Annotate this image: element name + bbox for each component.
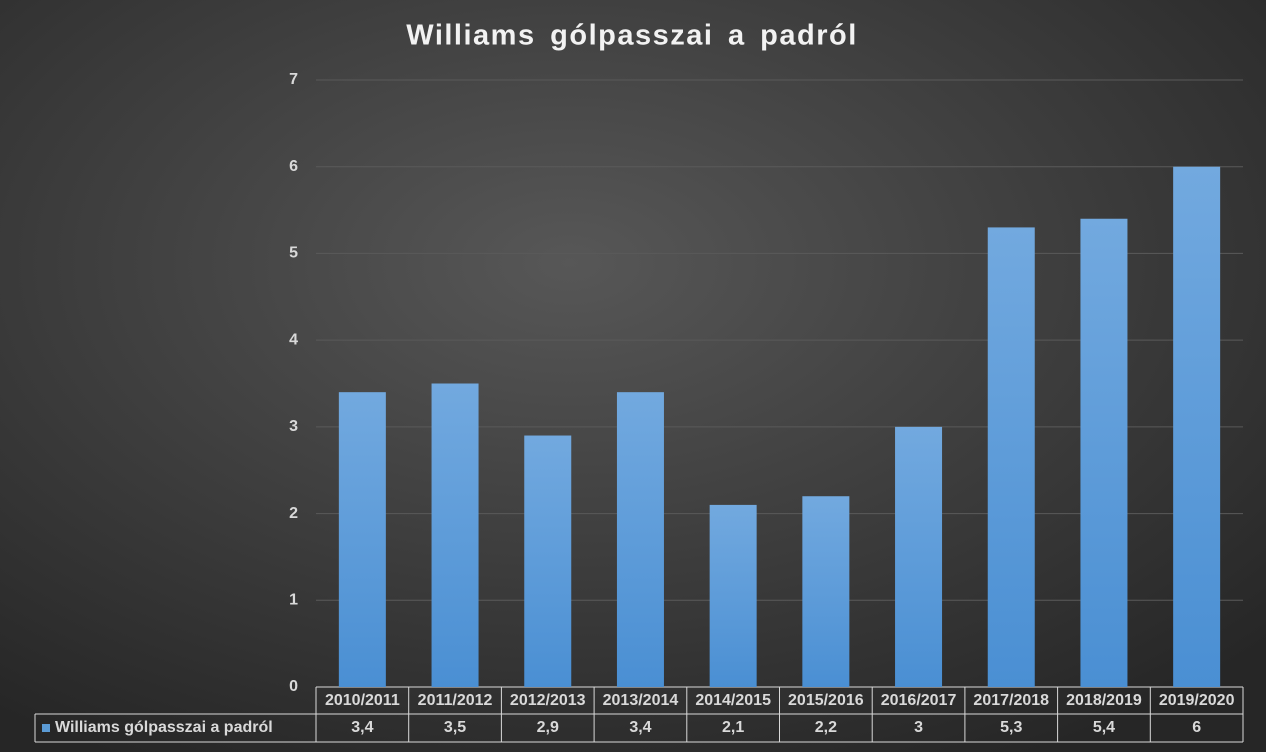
x-tick-label: 2014/2015 bbox=[695, 692, 771, 709]
y-tick-label: 2 bbox=[289, 505, 298, 522]
x-tick-label: 2015/2016 bbox=[788, 692, 864, 709]
y-tick-label: 7 bbox=[289, 71, 298, 88]
y-tick-label: 3 bbox=[289, 418, 298, 435]
y-tick-label: 4 bbox=[289, 331, 298, 348]
table-value: 3,4 bbox=[351, 719, 373, 736]
x-tick-label: 2011/2012 bbox=[418, 692, 493, 709]
y-tick-label: 6 bbox=[289, 158, 298, 175]
bar bbox=[616, 392, 664, 687]
bar bbox=[709, 504, 757, 687]
x-tick-label: 2013/2014 bbox=[603, 692, 679, 709]
bar bbox=[524, 435, 572, 687]
y-tick-label: 0 bbox=[289, 678, 298, 695]
y-tick-label: 5 bbox=[289, 245, 298, 262]
table-value: 5,3 bbox=[1000, 719, 1022, 736]
table-value: 3,5 bbox=[444, 719, 466, 736]
bar bbox=[1080, 218, 1128, 687]
legend-key bbox=[42, 724, 50, 732]
table-value: 3 bbox=[914, 719, 923, 736]
x-tick-label: 2016/2017 bbox=[881, 692, 957, 709]
bar bbox=[987, 227, 1035, 687]
bar bbox=[802, 496, 850, 687]
table-value: 2,2 bbox=[815, 719, 837, 736]
x-tick-label: 2018/2019 bbox=[1066, 692, 1142, 709]
bar bbox=[895, 426, 943, 687]
x-tick-label: 2019/2020 bbox=[1159, 692, 1235, 709]
chart-title: Williams gólpasszai a padról bbox=[406, 20, 858, 52]
bar bbox=[431, 383, 479, 687]
y-tick-label: 1 bbox=[289, 592, 298, 609]
legend-label: Williams gólpasszai a padról bbox=[55, 719, 273, 736]
table-value: 6 bbox=[1192, 719, 1201, 736]
table-value: 2,9 bbox=[537, 719, 559, 736]
bar bbox=[338, 392, 386, 687]
x-tick-label: 2012/2013 bbox=[510, 692, 586, 709]
table-value: 3,4 bbox=[629, 719, 651, 736]
x-tick-label: 2010/2011 bbox=[325, 692, 400, 709]
x-tick-label: 2017/2018 bbox=[973, 692, 1049, 709]
table-value: 2,1 bbox=[722, 719, 744, 736]
table-value: 5,4 bbox=[1093, 719, 1115, 736]
bar bbox=[1173, 166, 1221, 687]
